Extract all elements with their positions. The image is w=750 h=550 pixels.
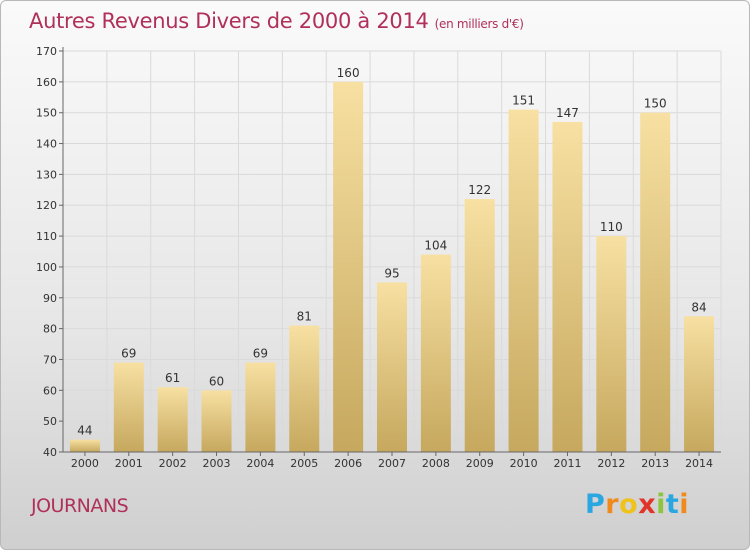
y-tick-label: 100 <box>36 261 57 274</box>
logo-letter: o <box>619 489 639 520</box>
bar <box>245 362 276 452</box>
y-tick-label: 70 <box>43 353 57 366</box>
bar <box>157 387 188 452</box>
axes: 40 50 60 70 80 90 100 110 120 130 140 150 160 170 2000… <box>36 45 721 470</box>
x-tick-label: 2008 <box>422 457 450 470</box>
x-tick-label: 2009 <box>466 457 494 470</box>
y-tick-label: 160 <box>36 76 57 89</box>
chart-title: Autres Revenus Divers de 2000 à 2014 (en … <box>29 9 524 33</box>
bar <box>552 121 583 452</box>
y-tick-label: 40 <box>43 446 57 459</box>
x-tick-label: 2004 <box>246 457 274 470</box>
y-tick-label: 110 <box>36 230 57 243</box>
x-tick-label: 2006 <box>334 457 362 470</box>
y-tick-label: 90 <box>43 292 57 305</box>
x-tick-label: 2010 <box>510 457 538 470</box>
x-tick-label: 2003 <box>203 457 231 470</box>
proxiti-logo: Proxiti <box>585 489 689 520</box>
x-tick-label: 2001 <box>115 457 143 470</box>
bar <box>640 112 671 452</box>
x-tick-label: 2000 <box>71 457 99 470</box>
data-label: 44 <box>77 424 92 438</box>
data-label: 160 <box>337 66 360 80</box>
data-label: 122 <box>468 183 491 197</box>
x-tick-label: 2007 <box>378 457 406 470</box>
bar <box>420 254 451 452</box>
y-tick-label: 80 <box>43 323 57 336</box>
logo-letter: i <box>679 489 690 520</box>
x-tick-label: 2014 <box>685 457 713 470</box>
x-tick-label: 2012 <box>597 457 625 470</box>
data-label: 110 <box>600 220 623 234</box>
x-tick-label: 2011 <box>553 457 581 470</box>
location-label: JOURNANS <box>31 495 129 517</box>
bar <box>333 81 364 452</box>
bar <box>596 236 627 452</box>
logo-letter: i <box>656 489 666 520</box>
data-label: 104 <box>424 239 447 253</box>
y-tick-label: 50 <box>43 415 57 428</box>
logo-letter: r <box>605 489 620 520</box>
y-tick-label: 130 <box>36 168 57 181</box>
y-tick-label: 170 <box>36 45 57 58</box>
data-label: 150 <box>644 97 667 111</box>
chart-title-text: Autres Revenus Divers de 2000 à 2014 <box>29 9 429 33</box>
data-label: 81 <box>297 310 312 324</box>
y-tick-label: 60 <box>43 384 57 397</box>
data-label: 69 <box>121 347 136 361</box>
bar <box>464 199 495 452</box>
y-tick-label: 140 <box>36 138 57 151</box>
data-label: 147 <box>556 106 579 120</box>
y-tick-label: 120 <box>36 199 57 212</box>
y-tick-label: 150 <box>36 107 57 120</box>
bar <box>684 316 715 452</box>
x-tick-label: 2013 <box>641 457 669 470</box>
bars: 44 69 61 60 69 81 160 95 104 122 151 147 110 150 84 <box>69 66 715 452</box>
chart-subtitle: (en milliers d'€) <box>434 17 524 31</box>
data-label: 84 <box>691 300 706 314</box>
data-label: 61 <box>165 371 180 385</box>
data-label: 95 <box>384 266 399 280</box>
logo-letter: x <box>638 489 657 520</box>
logo-letter: P <box>585 489 606 520</box>
bar <box>113 362 144 452</box>
bar <box>201 390 232 452</box>
data-label: 69 <box>253 347 268 361</box>
data-label: 60 <box>209 374 224 388</box>
x-tick-label: 2005 <box>290 457 318 470</box>
logo-letter: t <box>665 489 680 520</box>
bar <box>69 439 100 452</box>
data-label: 151 <box>512 94 535 108</box>
bar <box>377 282 407 452</box>
x-tick-label: 2002 <box>159 457 187 470</box>
bar <box>508 109 539 452</box>
bar <box>289 325 320 452</box>
